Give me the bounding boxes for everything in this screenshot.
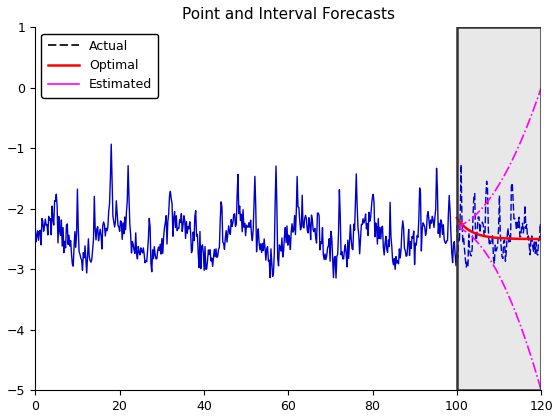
Legend: Actual, Optimal, Estimated: Actual, Optimal, Estimated bbox=[41, 34, 158, 97]
Bar bbox=[457, 27, 541, 390]
Bar bbox=[457, 27, 541, 390]
Title: Point and Interval Forecasts: Point and Interval Forecasts bbox=[181, 7, 395, 22]
